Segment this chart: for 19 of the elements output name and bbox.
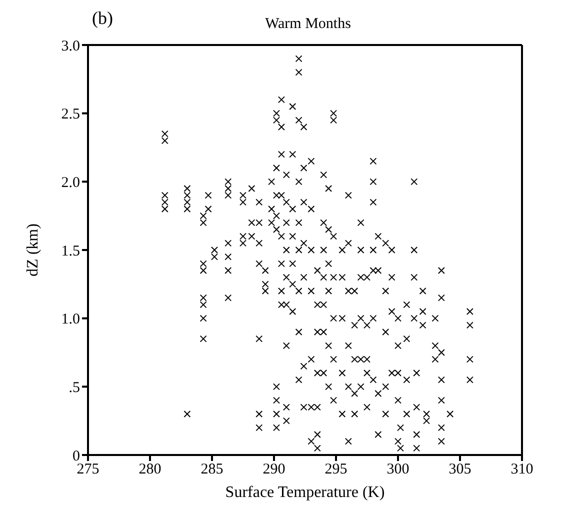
y-axis-title: dZ (km) — [24, 224, 42, 276]
x-tick-label: 275 — [76, 462, 100, 478]
x-tick-label: 300 — [386, 462, 410, 478]
y-tick-label: 2.5 — [61, 106, 80, 123]
y-tick-label: 1.5 — [61, 243, 80, 260]
x-axis-title: Surface Temperature (K) — [225, 484, 385, 501]
x-tick-label: 295 — [324, 462, 348, 478]
y-tick-label: 3.0 — [61, 38, 80, 54]
y-tick-label: .5 — [68, 380, 80, 396]
x-tick-label: 310 — [510, 462, 534, 478]
x-tick-label: 290 — [262, 462, 286, 478]
y-tick-label: 1.0 — [61, 312, 80, 328]
y-tick-label: 2.0 — [61, 174, 80, 191]
x-tick-label: 305 — [448, 462, 472, 478]
y-tick-label: 0 — [72, 448, 80, 464]
x-tick-label: 285 — [200, 462, 224, 478]
text: (b) — [92, 8, 113, 29]
chart-title: Warm Months — [265, 16, 351, 32]
x-tick-label: 280 — [138, 462, 162, 478]
